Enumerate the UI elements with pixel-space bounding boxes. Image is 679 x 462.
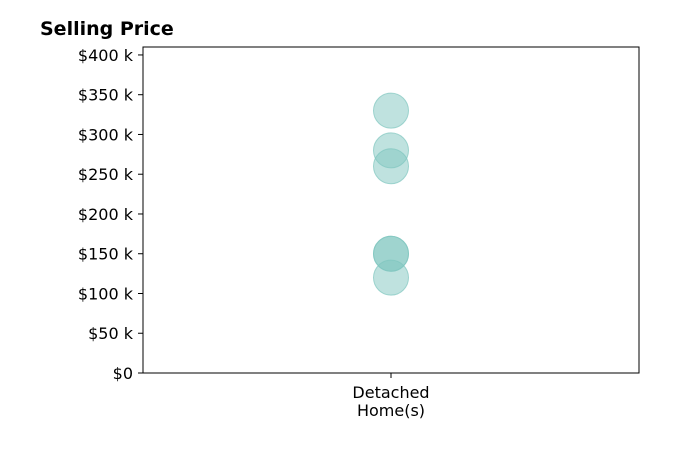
y-tick-label: $300 k xyxy=(78,125,134,144)
x-tick-label: Home(s) xyxy=(357,401,425,420)
y-axis: $0 $50 k $100 k $150 k $200 k $250 k $300 k $35… xyxy=(78,46,143,383)
y-tick-label: $150 k xyxy=(78,245,134,264)
y-tick-label: $100 k xyxy=(78,284,134,303)
data-points xyxy=(373,92,409,296)
data-point xyxy=(373,92,409,129)
plot-frame xyxy=(142,46,640,374)
chart-title: Selling Price xyxy=(40,18,174,40)
data-point xyxy=(373,148,409,185)
y-tick-label: $400 k xyxy=(78,46,134,65)
y-tick-label: $200 k xyxy=(78,205,134,224)
y-tick-label: $0 xyxy=(113,364,133,383)
y-tick-label: $250 k xyxy=(78,165,134,184)
y-tick-label: $50 k xyxy=(88,324,134,343)
x-tick-label: Detached xyxy=(352,383,429,402)
data-point xyxy=(373,259,409,296)
y-tick-label: $350 k xyxy=(78,86,134,105)
